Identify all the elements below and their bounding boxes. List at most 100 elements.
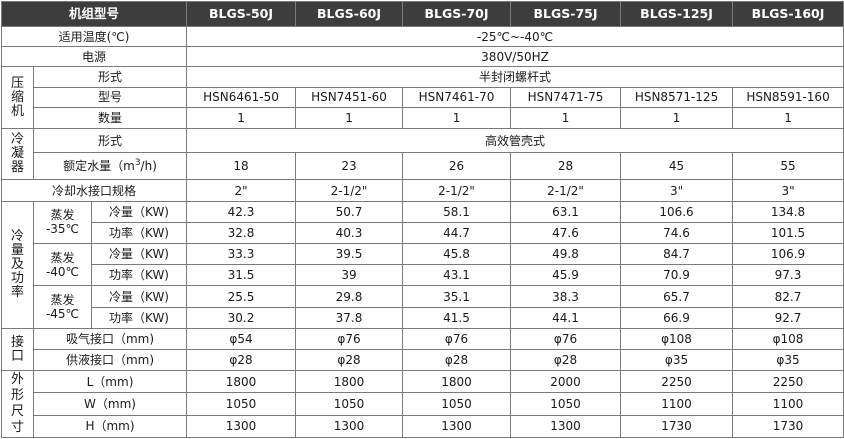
ports-group-label: 接 口 — [1, 327, 34, 372]
cell-value: HSN8571-125 — [620, 86, 734, 108]
cell-value: 1050 — [510, 392, 622, 416]
cell-value: 106.6 — [620, 200, 734, 223]
capacity-row: 冷 量 及 功 率 蒸发 -35℃ 冷量（KW) 42.3 50.7 58.1 … — [1, 200, 844, 329]
row-value: 半封闭螺杆式 — [186, 66, 844, 88]
cell-value: 26 — [402, 152, 512, 181]
cell-value: φ108 — [732, 327, 844, 351]
suction-port-row: 接 口 吸气接口（mm) φ54 φ76 φ76 φ76 φ108 φ108 — [1, 327, 844, 372]
power-row: 电源 380V/50HZ — [0, 46, 844, 68]
cell-value: φ76 — [402, 327, 512, 351]
cell-value: φ28 — [510, 349, 622, 372]
cell-value: 37.8 — [295, 306, 404, 329]
cell-value: 134.8 — [732, 200, 844, 223]
row-label: 功率（KW) — [90, 306, 188, 329]
cell-value: 28 — [510, 152, 622, 181]
cell-value: 25.5 — [186, 285, 297, 308]
cell-value: 45 — [620, 152, 734, 181]
row-label: 型号 — [32, 86, 188, 108]
cell-value: 82.7 — [732, 285, 844, 308]
cell-value: φ35 — [620, 349, 734, 372]
cell-value: 1300 — [510, 414, 622, 439]
power-consumption-row: 功率（KW) 31.5 39 43.1 45.9 70.9 97.3 — [2, 264, 844, 287]
evap-condition-label: 蒸发 -40℃ — [33, 243, 92, 287]
cell-value: 43.1 — [402, 264, 512, 287]
dimension-length-row: 外 形 尺 寸 L（mm) 1800 1800 1800 2000 2250 2… — [1, 370, 844, 438]
cell-value: 1300 — [186, 414, 297, 439]
cell-value: 47.6 — [510, 221, 622, 245]
cell-value: 41.5 — [402, 306, 512, 329]
cell-value: 2000 — [510, 370, 622, 394]
cell-value: HSN7451-60 — [295, 86, 404, 108]
cell-value: 1100 — [620, 392, 734, 416]
row-value: 高效管壳式 — [186, 127, 844, 154]
cell-value: φ28 — [186, 349, 297, 372]
cell-value: 101.5 — [732, 221, 844, 245]
compressor-qty-row: 数量 1 1 1 1 1 1 — [2, 106, 844, 129]
cell-value: 2250 — [620, 370, 734, 394]
evap-condition-label: 蒸发 -45℃ — [33, 285, 92, 329]
cell-value: 66.9 — [620, 306, 734, 329]
cell-value: HSN6461-50 — [186, 86, 297, 108]
row-value: 380V/50HZ — [186, 46, 844, 68]
cell-value: 1 — [402, 106, 512, 129]
header-model: BLGS-60J — [295, 1, 404, 27]
header-model: BLGS-125J — [620, 1, 734, 27]
cell-value: 39 — [295, 264, 404, 287]
condenser-form-row: 冷 凝 器 形式 高效管壳式 — [1, 127, 844, 181]
cell-value: 2" — [186, 179, 297, 202]
cell-value: 49.8 — [510, 243, 622, 266]
power-consumption-row: 功率（KW) 32.8 40.3 44.7 47.6 74.6 101.5 — [2, 221, 844, 245]
cell-value: 1050 — [402, 392, 512, 416]
cell-value: 63.1 — [510, 200, 622, 223]
cell-value: 44.7 — [402, 221, 512, 245]
header-model: BLGS-75J — [510, 1, 622, 27]
cell-value: 1050 — [295, 392, 404, 416]
cell-value: 33.3 — [186, 243, 297, 266]
capacity-group-label: 冷 量 及 功 率 — [1, 200, 34, 329]
cell-value: 31.5 — [186, 264, 297, 287]
row-label: 功率（KW) — [90, 264, 188, 287]
cell-value: 30.2 — [186, 306, 297, 329]
header-model: BLGS-160J — [732, 1, 844, 27]
cell-value: 3" — [732, 179, 844, 202]
temp-row: 适用温度(℃) -25℃~-40℃ — [0, 25, 844, 48]
cell-value: 45.9 — [510, 264, 622, 287]
dimension-width-row: W（mm) 1050 1050 1050 1050 1100 1100 — [2, 392, 844, 416]
cell-value: 1 — [186, 106, 297, 129]
header-model: BLGS-70J — [402, 1, 512, 27]
cell-value: 29.8 — [295, 285, 404, 308]
cell-value: 2-1/2" — [295, 179, 404, 202]
cell-value: 1100 — [732, 392, 844, 416]
header-row: 机组型号 BLGS-50J BLGS-60J BLGS-70J BLGS-75J… — [0, 1, 844, 27]
row-label: 电源 — [0, 46, 188, 68]
row-label: 功率（KW) — [90, 221, 188, 245]
row-value: -25℃~-40℃ — [186, 25, 844, 48]
cell-value: HSN8591-160 — [732, 86, 844, 108]
cell-value: 45.8 — [402, 243, 512, 266]
cell-value: 1800 — [186, 370, 297, 394]
cell-value: 23 — [295, 152, 404, 181]
row-label: 形式 — [32, 66, 188, 88]
row-label: 冷却水接口规格 — [0, 179, 188, 202]
cell-value: φ108 — [620, 327, 734, 351]
dimension-height-row: H（mm) 1300 1300 1300 1300 1730 1730 — [2, 414, 844, 439]
cell-value: 38.3 — [510, 285, 622, 308]
cell-value: 97.3 — [732, 264, 844, 287]
cell-value: 1730 — [620, 414, 734, 439]
evap-condition-label: 蒸发 -35℃ — [33, 200, 92, 245]
row-label: 额定水量（m3/h) — [32, 152, 188, 181]
cell-value: 1 — [732, 106, 844, 129]
cell-value: 1 — [620, 106, 734, 129]
cell-value: 1 — [295, 106, 404, 129]
cell-value: 2-1/2" — [510, 179, 622, 202]
compressor-form-row: 压 缩 机 形式 半封闭螺杆式 — [1, 66, 844, 129]
cell-value: φ28 — [295, 349, 404, 372]
row-label: 吸气接口（mm) — [32, 327, 188, 351]
cell-value: φ35 — [732, 349, 844, 372]
cell-value: 3" — [620, 179, 734, 202]
cell-value: 50.7 — [295, 200, 404, 223]
capacity-row: 蒸发 -40℃ 冷量（KW) 33.3 39.5 45.8 49.8 84.7 … — [2, 243, 844, 287]
cell-value: 55 — [732, 152, 844, 181]
cell-value: 1800 — [402, 370, 512, 394]
